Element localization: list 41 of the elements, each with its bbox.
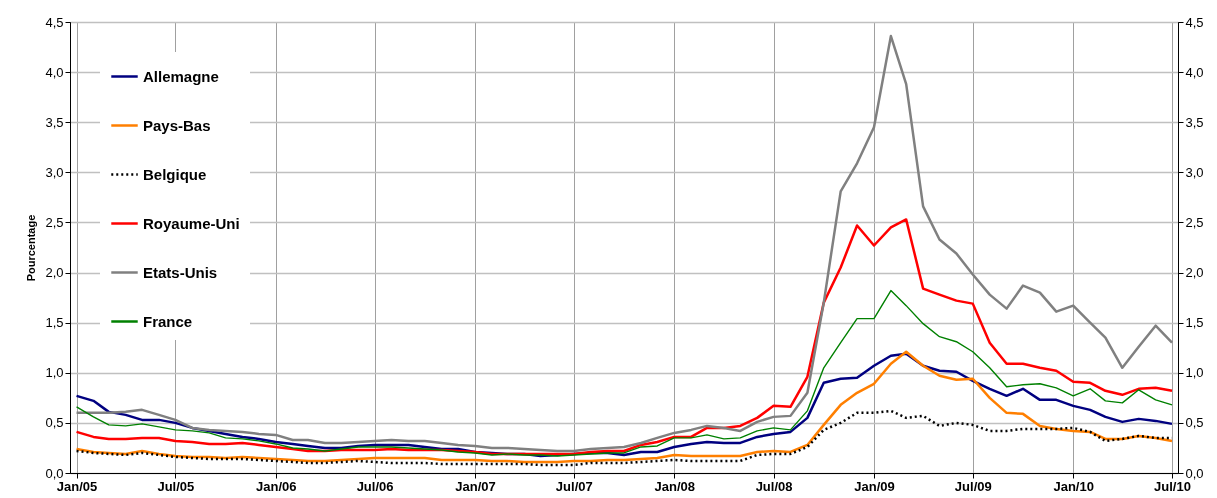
x-tick-label: Jul/06 xyxy=(356,478,394,494)
y2-tick-label: 3,0 xyxy=(1185,164,1204,180)
y-tick-label: 1,5 xyxy=(45,315,64,331)
x-tick-label: Jul/08 xyxy=(755,478,793,494)
legend-label: Etats-Unis xyxy=(143,263,218,281)
x-tick-label: Jan/08 xyxy=(654,478,695,494)
y2-tick-label: 3,5 xyxy=(1185,114,1204,130)
legend-label: France xyxy=(143,312,193,330)
y2-tick-label: 2,0 xyxy=(1185,265,1204,281)
legend-label: Allemagne xyxy=(143,67,219,85)
legend-label: Royaume-Uni xyxy=(143,214,240,232)
y-tick-label: 0,5 xyxy=(45,415,64,431)
y2-tick-label: 0,5 xyxy=(1185,415,1204,431)
x-tick-label: Jul/10 xyxy=(1154,478,1191,494)
y2-tick-label: 2,5 xyxy=(1185,214,1204,230)
y-tick-label: 0,0 xyxy=(45,465,64,481)
y-tick-label: 2,5 xyxy=(45,214,64,230)
line-series xyxy=(75,34,1174,453)
line-series xyxy=(75,289,1173,457)
x-tick-label: Jul/07 xyxy=(555,478,593,494)
y-tick-label: 4,5 xyxy=(45,14,64,30)
y2-tick-label: 1,5 xyxy=(1185,315,1204,331)
y-tick-label: 3,5 xyxy=(45,114,64,130)
y-tick-label: 2,0 xyxy=(45,265,64,281)
y-axis-title: Pourcentage xyxy=(25,214,38,282)
x-tick-label: Jul/05 xyxy=(157,478,195,494)
legend-label: Belgique xyxy=(143,165,207,183)
x-tick-label: Jan/06 xyxy=(256,478,297,494)
y-tick-label: 1,0 xyxy=(45,365,64,381)
y2-tick-label: 4,5 xyxy=(1185,14,1204,30)
y-tick-label: 3,0 xyxy=(45,164,64,180)
y2-tick-label: 4,0 xyxy=(1185,64,1204,80)
x-tick-label: Jan/10 xyxy=(1053,478,1094,494)
x-tick-label: Jan/07 xyxy=(455,478,496,494)
x-tick-label: Jul/09 xyxy=(954,478,992,494)
y-tick-label: 4,0 xyxy=(45,64,64,80)
y2-tick-label: 1,0 xyxy=(1185,365,1204,381)
x-tick-label: Jan/09 xyxy=(854,478,895,494)
y2-tick-label: 0,0 xyxy=(1185,465,1204,481)
legend-label: Pays-Bas xyxy=(143,116,211,134)
x-tick-label: Jan/05 xyxy=(56,478,98,494)
